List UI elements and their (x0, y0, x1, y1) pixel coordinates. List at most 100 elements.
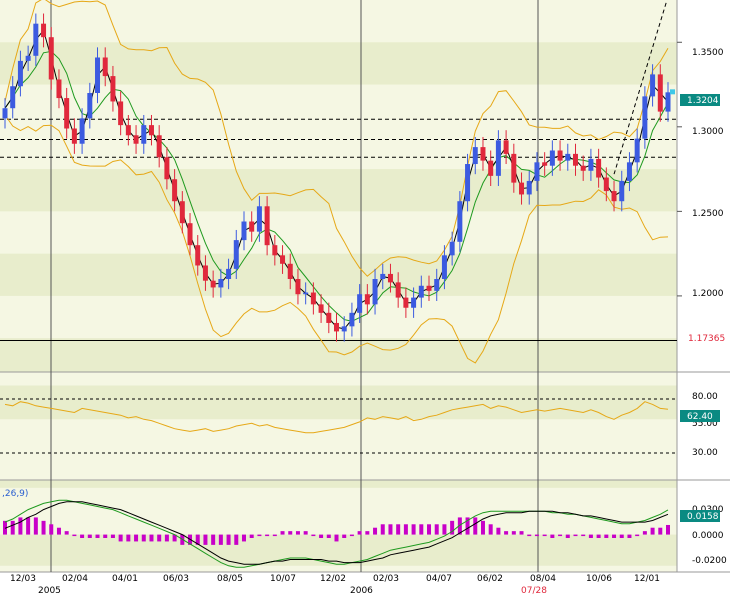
osc-last-value-box (680, 410, 720, 422)
oscillator-panel[interactable] (4, 401, 669, 434)
price-band (0, 253, 677, 296)
macd-histogram-bar (527, 534, 532, 537)
macd-histogram-bar (149, 534, 154, 542)
cursor-date-label: 07/28 (521, 586, 547, 596)
candle-body (17, 60, 23, 87)
candle-body (357, 294, 363, 313)
candle-body (172, 179, 178, 202)
osc-band (0, 385, 677, 420)
price-band (0, 338, 677, 372)
candle-body (202, 265, 208, 281)
macd-histogram-bar (457, 517, 462, 535)
candle-body (187, 223, 193, 246)
macd-histogram-bar (411, 524, 416, 535)
macd-histogram-bar (326, 534, 331, 539)
macd-histogram-bar (642, 531, 647, 535)
candle-body (241, 221, 247, 241)
candle-body (179, 201, 185, 224)
candle-body (472, 147, 478, 165)
candle-body (611, 191, 617, 202)
macd-histogram-bar (581, 534, 586, 537)
candle-body (110, 76, 116, 102)
signal-line (4, 501, 669, 565)
macd-histogram-bar (635, 534, 640, 537)
candle-body (48, 37, 54, 80)
macd-histogram-bar (619, 534, 624, 539)
candle-body (395, 282, 401, 298)
macd-histogram-bar (141, 534, 146, 542)
x-tick-label: 04/07 (426, 574, 452, 584)
macd-histogram-bar (110, 534, 115, 539)
x-tick-label: 12/03 (10, 574, 36, 584)
macd-histogram-bar (249, 534, 254, 539)
macd-histogram-bar (49, 524, 54, 535)
moving-average-green (4, 50, 669, 322)
candle-body (596, 158, 602, 178)
candle-body (249, 221, 255, 232)
candle-body (79, 118, 85, 144)
candle-body (364, 294, 370, 305)
candle-body (218, 279, 224, 288)
macd-histogram-bar (211, 534, 216, 545)
candle-body (71, 128, 77, 144)
macd-panel[interactable] (3, 499, 670, 568)
candle-body (572, 153, 578, 166)
macd-histogram-bar (542, 534, 547, 537)
candle-body (310, 292, 316, 305)
candle-body (657, 74, 663, 112)
osc-tick-label: 80.00 (692, 392, 718, 402)
candle-body (588, 158, 594, 171)
x-tick-label: 08/05 (217, 574, 243, 584)
y-tick-label: 1.3500 (692, 48, 724, 58)
macd-histogram-bar (303, 531, 308, 535)
candle-body (580, 165, 586, 171)
macd-histogram-bar (388, 524, 393, 535)
osc-last-value-label: 62.40 (687, 412, 713, 422)
macd-histogram-bar (627, 534, 632, 539)
macd-histogram-bar (534, 534, 539, 537)
macd-histogram-bar (658, 527, 663, 535)
macd-histogram-bar (64, 531, 69, 535)
trend-line (613, 0, 668, 175)
candle-body (650, 74, 656, 97)
x-tick-label: 12/02 (320, 574, 346, 584)
macd-tick-label: -0.0200 (692, 556, 727, 566)
price-panel[interactable] (2, 0, 676, 364)
candle-body (380, 273, 386, 279)
macd-histogram-bar (380, 524, 385, 535)
candle-body (565, 153, 571, 161)
bollinger-upper (4, 0, 669, 277)
macd-histogram-bar (319, 534, 324, 539)
macd-histogram-bar (95, 534, 100, 539)
oscillator-line (4, 401, 669, 434)
macd-histogram-bar (427, 524, 432, 535)
candle-body (534, 162, 540, 181)
x-tick-label: 08/04 (530, 574, 556, 584)
macd-tick-label: 0.0000 (692, 531, 724, 541)
candle-body (542, 162, 548, 166)
macd-histogram-bar (203, 534, 208, 545)
candle-body (210, 280, 216, 288)
candle-body (634, 138, 640, 163)
bollinger-lower (4, 114, 669, 364)
year-label: 2005 (38, 586, 61, 596)
macd-histogram-bar (480, 520, 485, 535)
macd-histogram-bar (195, 534, 200, 545)
candle-body (295, 279, 301, 295)
price-band (0, 42, 677, 85)
y-tick-label: 1.2000 (692, 289, 724, 299)
macd-histogram-bar (164, 534, 169, 542)
candle-body (133, 135, 139, 144)
macd-indicator-label: ,26,9) (2, 489, 28, 499)
candle-body (511, 153, 517, 183)
macd-histogram-bar (650, 527, 655, 535)
macd-histogram-bar (373, 527, 378, 535)
macd-histogram-bar (434, 524, 439, 535)
last-price-marker (670, 89, 675, 95)
macd-histogram-bar (126, 534, 131, 542)
macd-histogram-bar (134, 534, 139, 542)
candle-body (642, 96, 648, 139)
macd-histogram-bar (604, 534, 609, 539)
macd-histogram-bar (18, 517, 23, 535)
macd-histogram-bar (157, 534, 162, 542)
